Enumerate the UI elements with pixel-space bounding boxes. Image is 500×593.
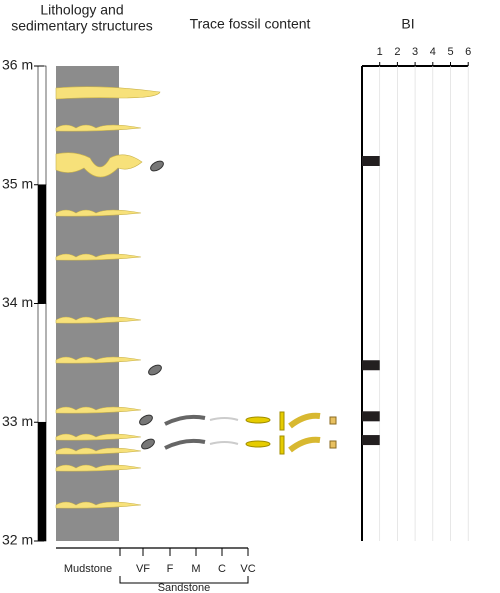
trace-fossil [329,440,337,449]
trace-fossil [148,364,162,376]
meter-bar [37,184,47,304]
trace-fossil [279,435,285,455]
sand-layer [55,124,142,132]
grain-label: F [167,563,174,575]
trace-fossil [150,160,164,172]
meter-bar [37,65,47,186]
x-tick-label: 2 [394,46,400,58]
sand-layer [55,447,142,455]
x-tick-label: 3 [412,46,418,58]
y-tick-label: 34 m [2,294,33,310]
y-tick-label: 32 m [2,532,33,548]
grain-label: VF [136,563,150,575]
trace-fossil [209,441,239,445]
meter-bar [37,303,47,423]
grain-group: Sandstone [158,582,211,593]
trace-fossil [164,438,206,450]
x-tick-label: 4 [430,46,436,58]
x-tick-label: 5 [447,46,453,58]
trace-fossil [164,414,206,426]
x-tick-label: 6 [465,46,471,58]
grain-label: C [218,563,226,575]
sand-layer [55,209,142,217]
bi-title: BI [401,16,414,32]
bi-bar [362,411,380,422]
x-tick-label: 1 [377,46,383,58]
sand-layer [55,253,142,261]
sand-layer [55,501,142,509]
trace-fossil [209,417,239,421]
sand-layer [55,433,142,441]
bi-bar [362,360,380,371]
grain-label: VC [240,563,255,575]
trace-fossil [329,416,337,425]
sand-layer [55,356,142,364]
trace-fossil [141,438,155,450]
trace-fossil [139,414,153,426]
trace-title: Trace fossil content [190,16,311,32]
trace-fossil [245,416,271,424]
grain-label: M [191,563,200,575]
grain-label: Mudstone [64,563,112,575]
lithology-column [56,66,119,541]
sandstone-bracket [119,576,249,584]
sand-layer [55,406,142,414]
sand-layer [55,86,161,100]
title-line: Lithology and [40,2,123,18]
bi-bar [362,156,380,166]
y-tick-label: 35 m [2,175,33,191]
sand-layer [55,464,142,472]
trace-fossil [288,436,321,453]
y-tick-label: 36 m [2,57,33,73]
sand-layer [55,152,143,178]
trace-fossil [245,440,271,448]
y-tick-label: 33 m [2,413,33,429]
bi-bar [362,435,380,446]
trace-fossil [288,412,321,429]
meter-bar [37,421,47,542]
title-line: sedimentary structures [11,18,153,34]
sand-layer [55,316,142,324]
trace-fossil [279,411,285,431]
